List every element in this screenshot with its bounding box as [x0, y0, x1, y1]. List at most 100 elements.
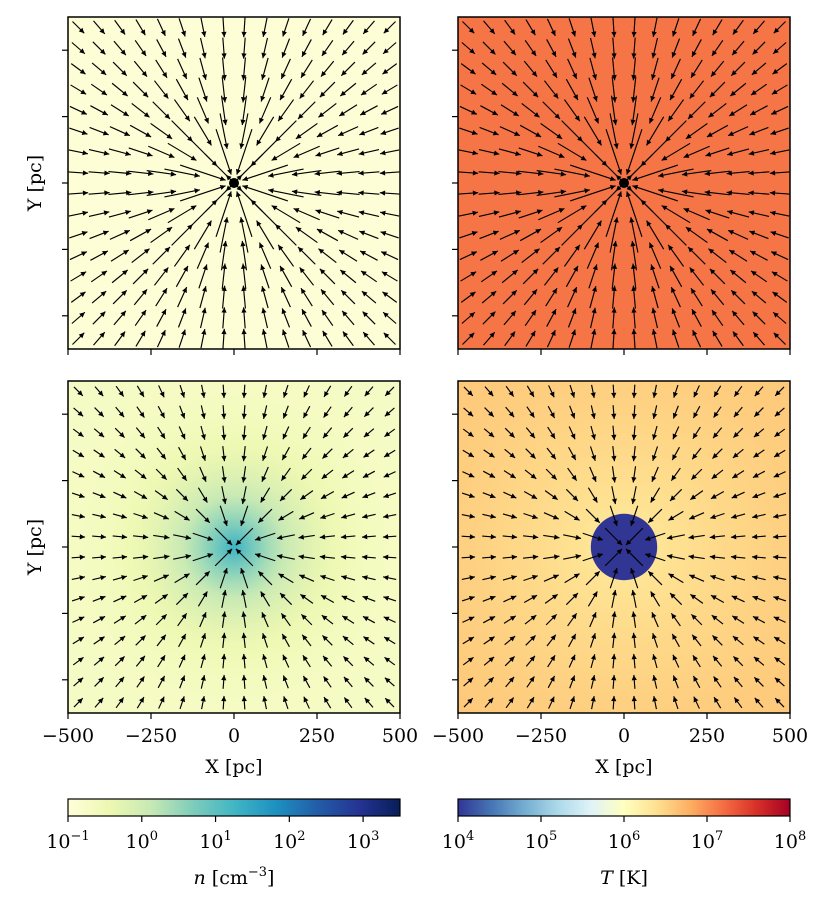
- velocity-arrow: [250, 137, 280, 167]
- velocity-arrow: [322, 19, 333, 36]
- velocity-arrow: [609, 113, 619, 149]
- velocity-arrow: [543, 574, 559, 582]
- velocity-arrow: [72, 616, 85, 623]
- velocity-arrow: [692, 405, 701, 419]
- velocity-arrow: [691, 447, 702, 460]
- velocity-arrow: [262, 405, 268, 419]
- velocity-arrow: [705, 147, 730, 157]
- velocity-arrow: [280, 612, 291, 627]
- velocity-arrow: [384, 677, 395, 687]
- velocity-arrow: [382, 534, 397, 540]
- velocity-arrow: [135, 448, 146, 459]
- velocity-arrow: [133, 491, 148, 500]
- velocity-arrow: [524, 469, 537, 480]
- velocity-arrow: [565, 592, 579, 606]
- velocity-arrow: [753, 676, 764, 687]
- velocity-arrow: [710, 60, 725, 78]
- velocity-arrow: [215, 191, 233, 238]
- velocity-arrow: [136, 676, 145, 688]
- velocity-arrow: [342, 635, 354, 646]
- velocity-arrow: [221, 307, 227, 329]
- velocity-arrow: [731, 491, 745, 499]
- velocity-arrow: [384, 428, 396, 438]
- velocity-arrow: [177, 38, 187, 58]
- velocity-arrow: [298, 534, 315, 540]
- velocity-arrow: [631, 611, 637, 628]
- velocity-arrow: [380, 251, 399, 261]
- velocity-arrow: [670, 467, 681, 482]
- velocity-arrow: [463, 407, 474, 417]
- velocity-arrow: [567, 308, 577, 328]
- velocity-arrow: [691, 39, 702, 58]
- velocity-arrow: [458, 210, 479, 217]
- velocity-arrow: [221, 57, 227, 81]
- velocity-arrow: [262, 695, 268, 710]
- velocity-arrow: [362, 513, 376, 519]
- velocity-arrow: [712, 330, 723, 347]
- velocity-arrow: [752, 20, 765, 35]
- velocity-arrow: [198, 264, 208, 289]
- colorbar-tick-label: 106: [608, 829, 640, 853]
- velocity-arrow: [650, 487, 661, 503]
- velocity-arrow: [134, 39, 147, 57]
- velocity-arrow: [690, 287, 703, 307]
- velocity-arrow: [322, 330, 333, 347]
- velocity-arrow: [299, 80, 315, 99]
- velocity-arrow: [94, 386, 104, 397]
- velocity-arrow: [505, 697, 515, 709]
- velocity-arrow: [773, 21, 786, 34]
- velocity-arrow: [586, 97, 600, 124]
- velocity-arrow: [672, 696, 679, 710]
- velocity-arrow: [525, 19, 536, 36]
- velocity-arrow: [630, 240, 638, 271]
- velocity-arrow: [544, 593, 559, 604]
- velocity-arrow: [360, 270, 378, 283]
- velocity-arrow: [71, 513, 86, 519]
- velocity-arrow: [261, 446, 269, 461]
- velocity-arrow: [301, 308, 312, 327]
- velocity-arrow: [521, 248, 540, 264]
- velocity-arrow: [461, 575, 476, 581]
- velocity-arrow: [589, 307, 597, 329]
- velocity-arrow: [769, 210, 790, 217]
- velocity-arrow: [504, 448, 516, 459]
- velocity-arrow: [336, 190, 360, 196]
- velocity-arrow: [382, 291, 398, 303]
- velocity-arrow: [89, 126, 109, 136]
- velocity-arrow: [611, 589, 617, 608]
- velocity-arrow: [732, 448, 744, 459]
- convergence-point: [619, 178, 629, 188]
- velocity-arrow: [199, 37, 207, 59]
- velocity-arrow: [611, 611, 617, 628]
- velocity-arrow: [315, 147, 340, 157]
- velocity-arrow: [590, 405, 596, 419]
- velocity-arrow: [291, 189, 322, 197]
- velocity-arrow: [730, 289, 746, 305]
- velocity-arrow: [133, 512, 148, 520]
- velocity-arrow: [135, 655, 146, 667]
- velocity-arrow: [336, 170, 360, 176]
- velocity-arrow: [752, 575, 766, 581]
- velocity-arrow: [302, 426, 311, 440]
- velocity-arrow: [93, 331, 106, 346]
- velocity-arrow: [241, 405, 247, 420]
- velocity-arrow: [565, 78, 579, 101]
- velocity-arrow: [261, 57, 269, 80]
- velocity-arrow: [279, 592, 293, 606]
- velocity-arrow: [282, 18, 290, 37]
- velocity-arrow: [240, 95, 248, 126]
- velocity-arrow: [276, 554, 295, 560]
- velocity-arrow: [341, 310, 355, 326]
- velocity-arrow: [301, 634, 312, 647]
- velocity-arrow: [241, 425, 247, 441]
- velocity-arrow: [134, 309, 147, 327]
- colorbars: 10−1 100 101 102 103 n [cm−3] 104 105 106 107 108 T…: [46, 798, 806, 889]
- colorbar-tick-label: 108: [774, 829, 806, 853]
- velocity-arrow: [343, 656, 354, 667]
- velocity-arrow: [711, 614, 724, 625]
- velocity-arrow: [380, 127, 399, 135]
- velocity-arrow: [590, 675, 596, 689]
- velocity-arrow: [610, 95, 618, 126]
- velocity-arrow: [748, 210, 770, 218]
- velocity-arrow: [383, 616, 396, 623]
